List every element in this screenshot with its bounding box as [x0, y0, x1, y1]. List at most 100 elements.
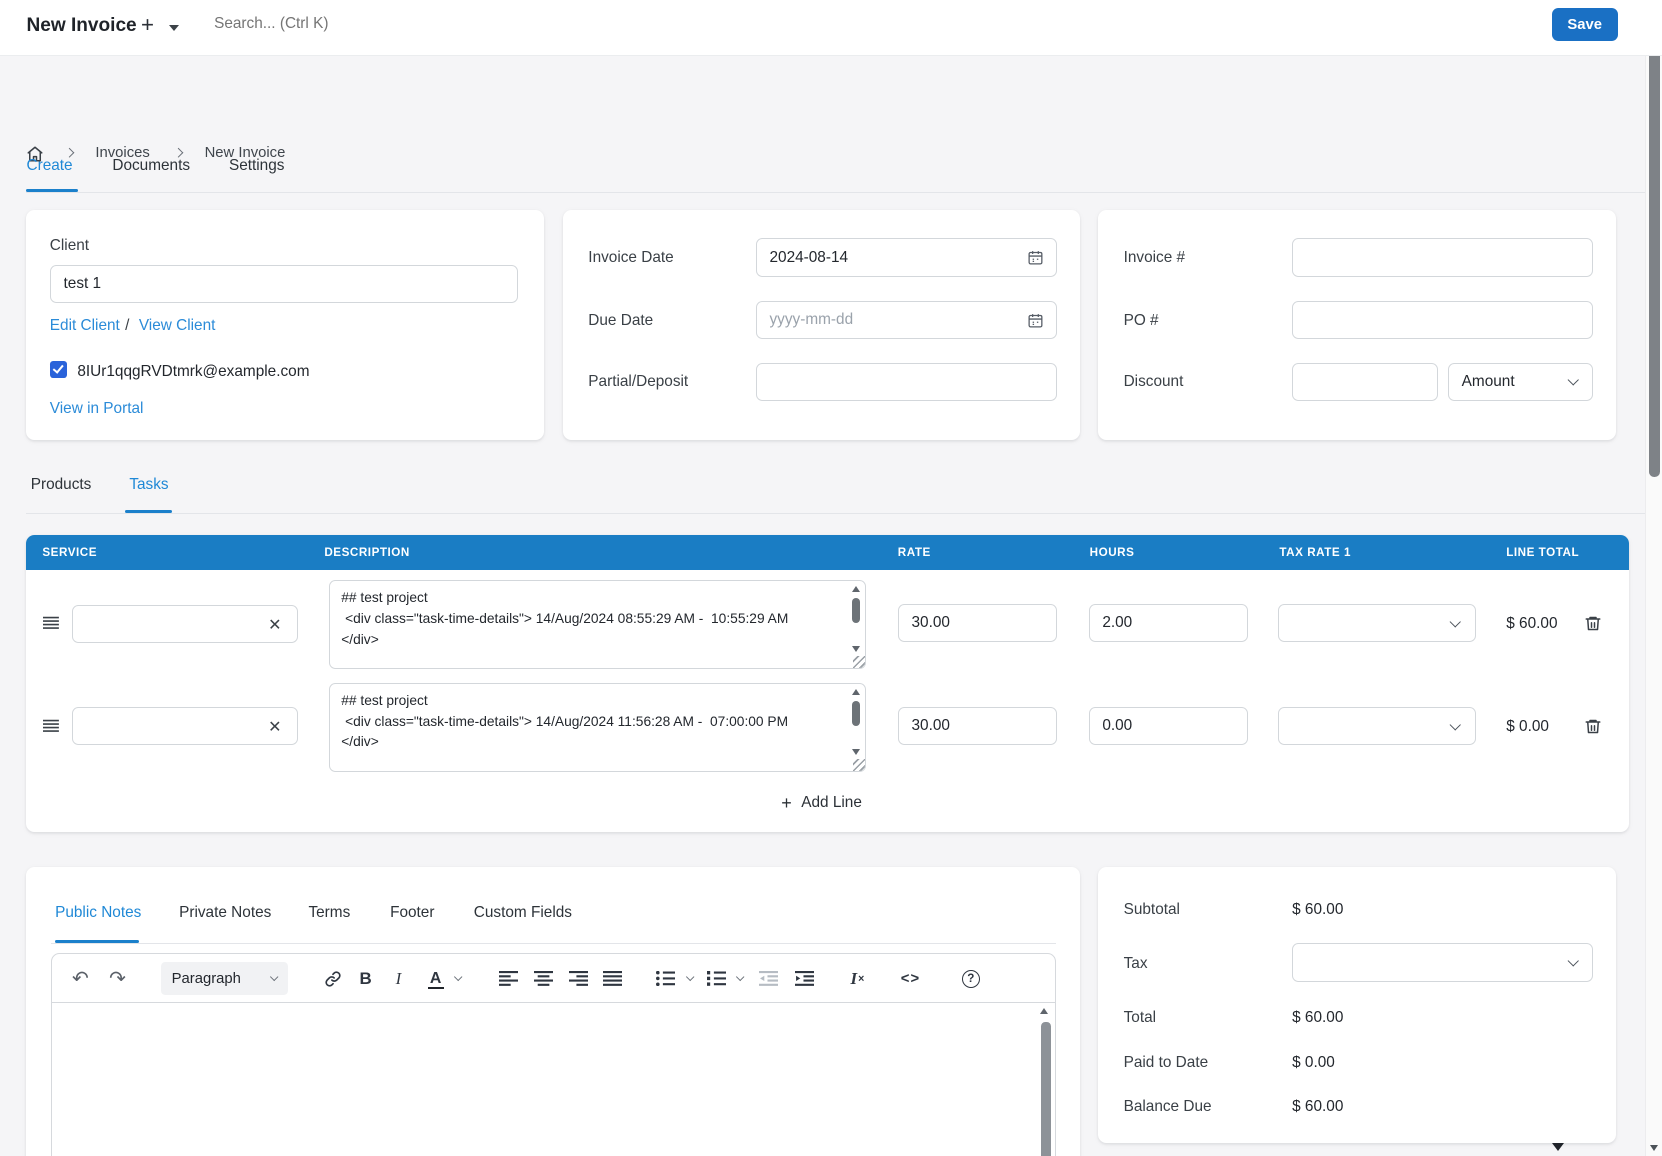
hours-input[interactable] [1088, 707, 1248, 746]
link-icon[interactable] [321, 954, 344, 1004]
scrollbar-down-icon[interactable] [1650, 1145, 1659, 1151]
client-label: Client [49, 237, 90, 255]
tab-footer[interactable]: Footer [390, 904, 435, 922]
indent-icon[interactable] [793, 954, 816, 1004]
contact-checkbox[interactable] [49, 361, 67, 379]
topbar: New Invoice + Save [0, 0, 1662, 57]
invoice-number-label: Invoice # [1123, 249, 1186, 267]
redo-icon[interactable]: ↷ [109, 968, 126, 991]
page-scrollbar-thumb[interactable] [1649, 16, 1660, 477]
tab-private-notes[interactable]: Private Notes [179, 904, 272, 922]
tax-rate-select[interactable] [1278, 707, 1476, 746]
align-justify-icon[interactable] [601, 954, 624, 1004]
invoice-dates-card: Invoice Date Due Date Partial/Deposit [562, 209, 1081, 440]
new-invoice-caret-icon[interactable] [168, 25, 179, 32]
save-button[interactable]: Save [1551, 8, 1618, 42]
service-input[interactable] [72, 707, 298, 746]
line-total-value: $ 0.00 [1506, 717, 1549, 735]
rate-input[interactable] [897, 604, 1057, 643]
bold-icon[interactable]: B [359, 968, 372, 988]
tax-select[interactable] [1292, 943, 1594, 982]
col-tax-rate: TAX RATE 1 [1279, 545, 1351, 559]
tab-terms[interactable]: Terms [308, 904, 351, 922]
editor-scroll-up-icon[interactable] [1040, 1008, 1049, 1015]
view-client-link[interactable]: View Client [138, 316, 216, 334]
clear-service-icon[interactable]: ✕ [268, 718, 282, 736]
partial-deposit-input[interactable] [755, 362, 1057, 401]
tab-products[interactable]: Products [30, 475, 92, 493]
align-left-icon[interactable] [497, 954, 520, 1004]
code-view-icon[interactable]: <> [900, 970, 921, 987]
outdent-icon[interactable] [757, 954, 780, 1004]
hours-input[interactable] [1088, 604, 1248, 643]
clear-service-icon[interactable]: ✕ [268, 616, 282, 634]
due-date-input[interactable] [755, 301, 1057, 340]
client-input[interactable] [49, 264, 519, 304]
chevron-down-icon [1449, 616, 1462, 629]
breadcrumb-current: New Invoice [204, 145, 286, 162]
paragraph-style-value: Paragraph [171, 970, 241, 987]
calendar-icon[interactable] [1027, 312, 1044, 329]
description-textarea[interactable]: ## test project <div class="task-time-de… [328, 682, 866, 772]
description-textarea[interactable]: ## test project <div class="task-time-de… [328, 579, 866, 669]
align-right-icon[interactable] [567, 954, 590, 1004]
trash-icon[interactable] [1584, 614, 1602, 633]
align-center-icon[interactable] [532, 954, 555, 1004]
partial-deposit-label: Partial/Deposit [588, 373, 689, 391]
notes-editor-content[interactable] [50, 1002, 1056, 1156]
home-icon[interactable] [26, 145, 44, 163]
invoice-number-input[interactable] [1292, 238, 1594, 277]
po-number-label: PO # [1123, 311, 1159, 329]
resize-handle[interactable] [853, 758, 865, 771]
breadcrumb-invoices[interactable]: Invoices [95, 145, 150, 162]
tab-tasks[interactable]: Tasks [129, 475, 169, 493]
service-input[interactable] [72, 605, 298, 644]
undo-icon[interactable]: ↶ [72, 968, 89, 991]
italic-icon[interactable]: I [395, 968, 402, 988]
search-input[interactable] [211, 13, 562, 34]
text-color-chevron-icon[interactable] [449, 954, 466, 1004]
resize-handle[interactable] [853, 656, 865, 668]
discount-input[interactable] [1292, 362, 1439, 401]
balance-due-value: $ 60.00 [1292, 1098, 1344, 1116]
view-in-portal-link[interactable]: View in Portal [49, 399, 144, 417]
tabs-divider [26, 191, 1662, 193]
ordered-list-icon[interactable] [705, 954, 728, 1004]
notes-card: Public Notes Private Notes Terms Footer … [26, 867, 1081, 1156]
paragraph-style-select[interactable]: Paragraph [161, 962, 289, 996]
tab-settings[interactable]: Settings [228, 156, 285, 174]
editor-scrollbar-thumb[interactable] [1040, 1021, 1051, 1156]
invoice-date-input[interactable] [755, 238, 1057, 277]
calendar-icon[interactable] [1027, 249, 1044, 266]
new-invoice-plus-button[interactable]: + [140, 11, 154, 37]
text-color-underline [428, 986, 445, 990]
chevron-down-icon [1567, 374, 1580, 387]
help-icon[interactable]: ? [958, 954, 983, 1004]
ordered-list-chevron-icon[interactable] [731, 954, 748, 1004]
tax-rate-select[interactable] [1278, 604, 1476, 643]
bullet-list-chevron-icon[interactable] [681, 954, 698, 1004]
col-rate: RATE [897, 545, 931, 559]
tab-public-notes[interactable]: Public Notes [55, 904, 142, 922]
text-color-icon[interactable]: A [429, 969, 442, 987]
tab-custom-fields[interactable]: Custom Fields [473, 904, 572, 922]
edit-client-link[interactable]: Edit Client [49, 316, 120, 334]
chevron-down-icon [1449, 718, 1462, 731]
tabs-divider [26, 513, 1662, 515]
drag-handle-icon[interactable] [43, 719, 60, 733]
trash-icon[interactable] [1584, 717, 1602, 736]
tab-documents[interactable]: Documents [112, 156, 191, 174]
editor-toolbar: ↶ ↷ Paragraph B I A [50, 952, 1056, 1004]
add-line-button[interactable]: + Add Line [781, 793, 862, 814]
page-scrollbar[interactable] [1645, 0, 1662, 1156]
scroll-down-indicator-icon [1551, 1142, 1564, 1151]
tab-create[interactable]: Create [26, 156, 73, 174]
drag-handle-icon[interactable] [43, 616, 60, 630]
line-item-tabs: Products Tasks [0, 466, 1662, 515]
clear-formatting-icon[interactable]: I × [850, 968, 865, 988]
discount-type-select[interactable]: Amount [1447, 362, 1594, 401]
bullet-list-icon[interactable] [654, 954, 677, 1004]
rate-input[interactable] [897, 707, 1057, 746]
po-number-input[interactable] [1292, 301, 1594, 340]
